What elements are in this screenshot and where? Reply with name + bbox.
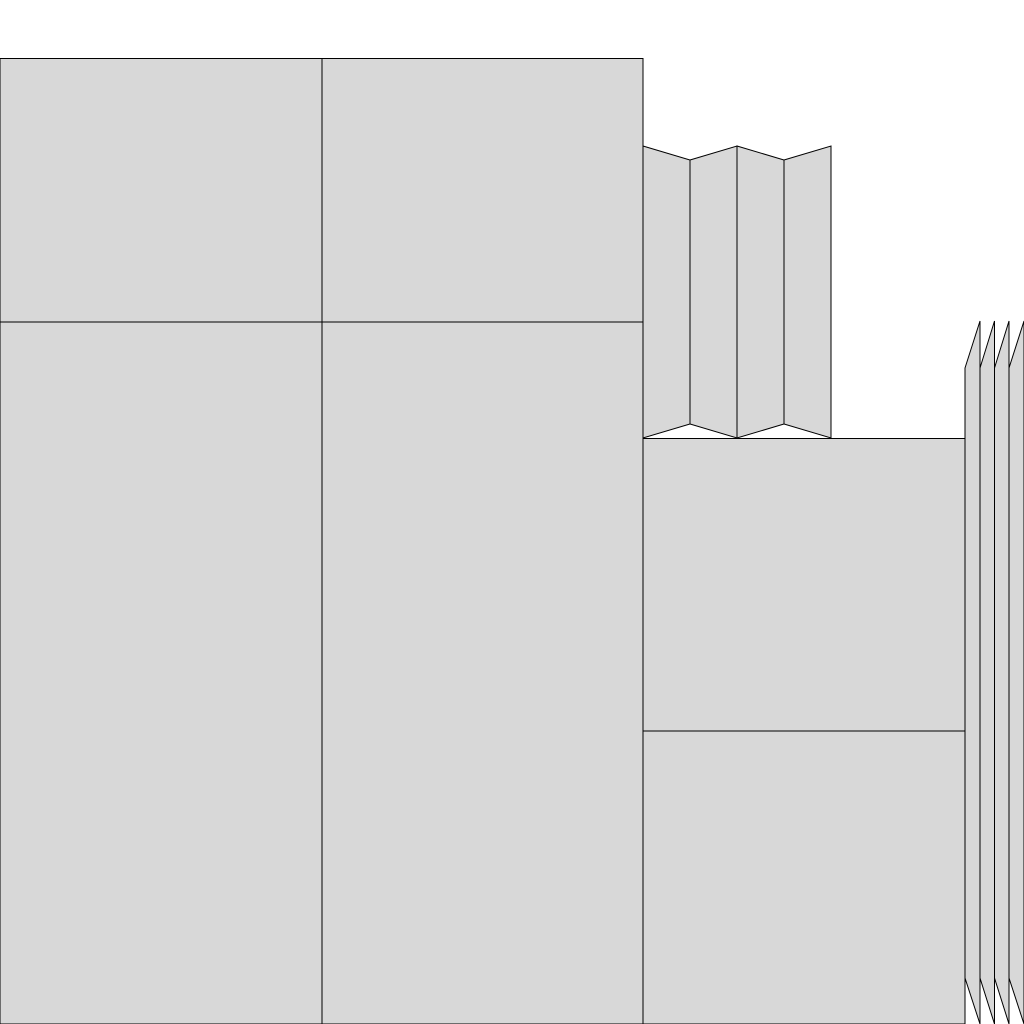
slanted-strip-4: [1008, 320, 1024, 1024]
slanted-strip-3: [994, 320, 1010, 1024]
left-block-top: [0, 58, 644, 323]
panel-top-middle: [321, 58, 644, 323]
zigzag-fold-2: [689, 145, 738, 439]
zigzag-fold-4: [783, 145, 832, 439]
zigzag-fold-3: [736, 145, 785, 439]
edge-slanted-strips: [964, 320, 1024, 1024]
slanted-strip-2: [979, 320, 995, 1024]
zigzag-folded-strip: [642, 145, 832, 439]
right-block: [642, 438, 966, 1024]
slanted-strip-1: [964, 320, 981, 1024]
zigzag-fold-1: [642, 145, 691, 439]
left-block-bottom: [0, 321, 644, 1024]
panel-right-upper: [642, 438, 966, 732]
panel-bottom-middle: [321, 321, 644, 1024]
panel-top-left: [0, 58, 323, 323]
panel-right-lower: [642, 730, 966, 1024]
panel-bottom-left: [0, 321, 323, 1024]
